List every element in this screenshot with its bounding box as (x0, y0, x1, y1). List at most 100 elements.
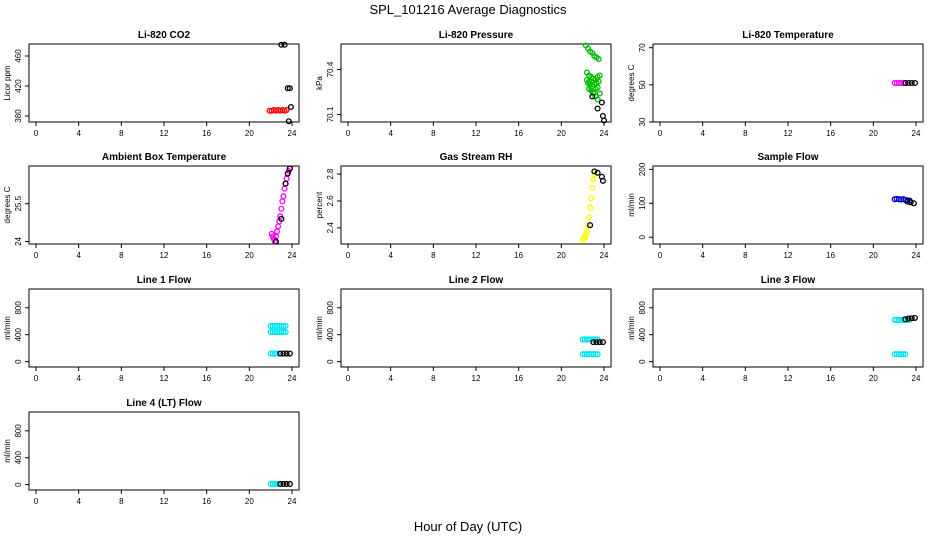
x-tick-label: 12 (472, 251, 481, 260)
x-tick-label: 16 (514, 374, 523, 383)
x-tick-label: 0 (658, 374, 663, 383)
x-tick-label: 24 (912, 374, 921, 383)
data-point (905, 315, 912, 322)
y-tick-label: 400 (14, 451, 23, 465)
panel-frame (652, 288, 924, 368)
panel-frame (652, 43, 924, 123)
data-point (586, 78, 593, 85)
data-point (596, 72, 603, 79)
data-point (277, 350, 284, 357)
panel-frame (28, 43, 300, 123)
x-tick-label: 12 (784, 374, 793, 383)
y-tick-label: 800 (638, 301, 647, 315)
data-point (594, 105, 601, 112)
figure-xlabel: Hour of Day (UTC) (414, 519, 522, 534)
x-tick-label: 8 (431, 374, 436, 383)
y-tick-label: 0 (14, 359, 23, 364)
x-tick-label: 8 (743, 374, 748, 383)
data-point (588, 84, 595, 91)
data-point (592, 351, 599, 358)
data-point (283, 106, 290, 114)
x-tick-label: 12 (472, 129, 481, 138)
data-point (594, 351, 601, 358)
panel-frame (28, 288, 300, 368)
data-point (594, 169, 601, 176)
x-tick-label: 8 (119, 497, 124, 506)
data-point (281, 41, 288, 48)
data-point (589, 93, 596, 100)
x-tick-label: 0 (34, 251, 39, 260)
x-tick-label: 0 (658, 251, 663, 260)
data-point (280, 322, 287, 330)
data-point (591, 168, 598, 175)
x-tick-label: 0 (34, 374, 39, 383)
y-tick-label: 800 (326, 301, 335, 315)
panel-title: Li-820 Temperature (742, 30, 834, 41)
x-tick-label: 20 (869, 251, 878, 260)
data-point (587, 222, 594, 229)
panel-ylabel: ml/min (627, 193, 636, 217)
x-tick-label: 16 (202, 374, 211, 383)
x-tick-label: 12 (784, 251, 793, 260)
data-point (278, 205, 285, 212)
data-point (593, 339, 600, 346)
data-point (280, 480, 287, 487)
panel-ylabel: kPa (315, 76, 324, 90)
x-tick-label: 8 (743, 129, 748, 138)
x-tick-label: 4 (700, 251, 705, 260)
y-tick-label: 24 (14, 236, 23, 245)
data-point (584, 222, 592, 229)
y-tick-label: 2.6 (326, 195, 335, 207)
x-tick-label: 8 (119, 129, 124, 138)
data-point (274, 228, 281, 235)
data-point (905, 79, 912, 87)
x-tick-label: 4 (388, 129, 393, 138)
panel-title: Ambient Box Temperature (102, 152, 227, 163)
x-tick-label: 12 (160, 374, 169, 383)
data-point (591, 171, 598, 178)
y-tick-label: 400 (14, 328, 23, 342)
data-point (594, 84, 601, 91)
y-tick-label: 380 (14, 109, 23, 123)
panel-ylabel: ml/min (627, 316, 636, 340)
x-tick-label: 0 (346, 129, 351, 138)
data-point (286, 480, 293, 487)
x-tick-label: 20 (245, 497, 254, 506)
x-tick-label: 20 (869, 129, 878, 138)
data-point (594, 96, 601, 103)
data-point (282, 180, 289, 187)
data-point (280, 328, 287, 336)
panel-9: Line 4 (LT) Flow ml/min 0 4 8 12 16 20 24 0 400 800 (3, 398, 300, 506)
data-point (286, 350, 293, 357)
panel-5: Sample Flow ml/min 0 4 8 12 16 20 24 0 100 200 (627, 152, 924, 260)
x-tick-label: 4 (700, 129, 705, 138)
x-tick-label: 24 (288, 129, 297, 138)
data-point (599, 339, 606, 346)
panel-title: Sample Flow (757, 152, 818, 163)
data-point (598, 99, 605, 106)
data-point (902, 79, 909, 87)
x-tick-label: 20 (557, 129, 566, 138)
x-tick-label: 16 (826, 374, 835, 383)
panel-frame (28, 411, 300, 491)
data-point (278, 215, 285, 222)
x-tick-label: 20 (869, 374, 878, 383)
data-point (282, 322, 289, 330)
x-tick-label: 16 (514, 129, 523, 138)
x-tick-label: 8 (431, 129, 436, 138)
y-tick-label: 0 (638, 234, 647, 239)
data-point (590, 339, 597, 346)
x-tick-label: 24 (288, 497, 297, 506)
panel-frame (652, 165, 924, 245)
panel-0: Li-820 CO2 Licor ppm 0 4 8 12 16 20 24 380 420 460 (3, 30, 300, 138)
data-point (908, 79, 915, 87)
panel-ylabel: ml/min (3, 316, 12, 340)
y-tick-label: 800 (14, 301, 23, 315)
y-tick-label: 200 (638, 162, 647, 176)
y-tick-label: 0 (638, 359, 647, 364)
x-tick-label: 12 (472, 374, 481, 383)
x-tick-label: 16 (202, 497, 211, 506)
y-tick-label: 25.5 (14, 195, 23, 211)
x-tick-label: 16 (826, 129, 835, 138)
panel-8: Line 3 Flow ml/min 0 4 8 12 16 20 24 0 400 800 (627, 275, 924, 383)
